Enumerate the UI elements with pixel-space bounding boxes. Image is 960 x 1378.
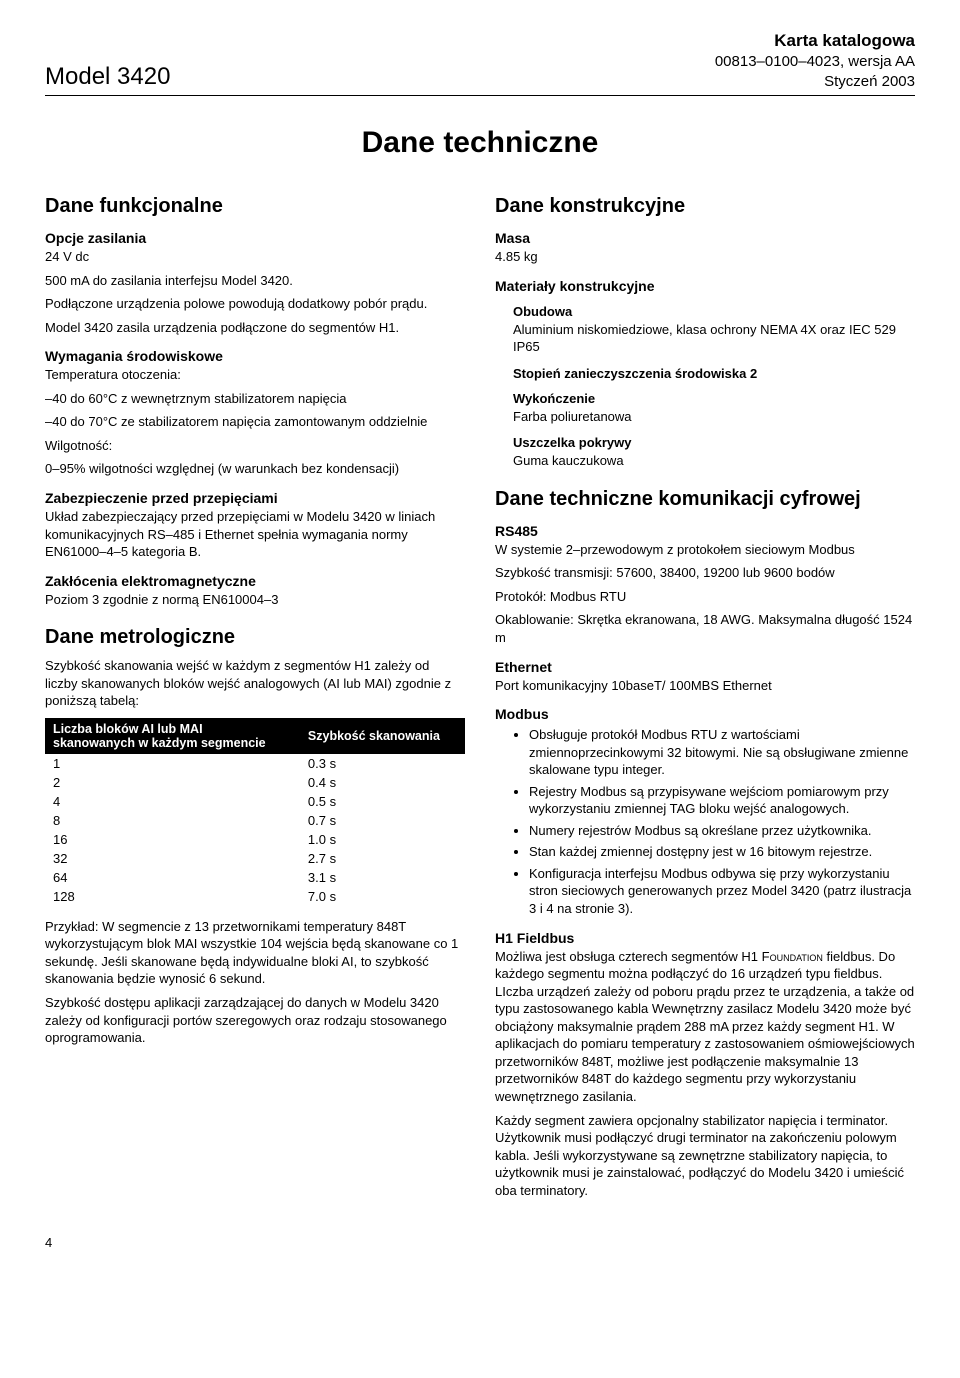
body-text: Port komunikacyjny 10baseT/ 100MBS Ether…: [495, 677, 915, 695]
list-item: Obsługuje protokół Modbus RTU z wartości…: [529, 726, 915, 779]
list-item: Stan każdej zmiennej dostępny jest w 16 …: [529, 843, 915, 861]
body-text: Wilgotność:: [45, 437, 465, 455]
table-row: 643.1 s: [45, 868, 465, 887]
page-header: Model 3420 Karta katalogowa 00813–0100–4…: [45, 30, 915, 96]
body-text: Przykład: W segmencie z 13 przetwornikam…: [45, 918, 465, 988]
model-label: Model 3420: [45, 63, 170, 91]
body-text: Aluminium niskomiedziowe, klasa ochrony …: [513, 321, 915, 356]
scan-rate-table: Liczba bloków AI lub MAI skanowanych w k…: [45, 718, 465, 906]
table-cell: 0.7 s: [300, 811, 465, 830]
page-number: 4: [45, 1235, 915, 1250]
body-text: 500 mA do zasilania interfejsu Model 342…: [45, 272, 465, 290]
text-span: Możliwa jest obsługa czterech segmentów …: [495, 949, 762, 964]
table-header: Liczba bloków AI lub MAI skanowanych w k…: [45, 718, 300, 754]
body-text: Protokół: Modbus RTU: [495, 588, 915, 606]
body-text: Szybkość skanowania wejść w każdym z seg…: [45, 657, 465, 710]
list-item: Numery rejestrów Modbus są określane prz…: [529, 822, 915, 840]
table-cell: 7.0 s: [300, 887, 465, 906]
table-row: 161.0 s: [45, 830, 465, 849]
bullet-list: Obsługuje protokół Modbus RTU z wartości…: [495, 726, 915, 917]
subsection-title: Opcje zasilania: [45, 230, 465, 246]
subsection-title: Zakłócenia elektromagnetyczne: [45, 573, 465, 589]
body-text: Szybkość dostępu aplikacji zarządzającej…: [45, 994, 465, 1047]
section-title: Dane metrologiczne: [45, 626, 465, 649]
body-text: Temperatura otoczenia:: [45, 366, 465, 384]
table-cell: 32: [45, 849, 300, 868]
table-cell: 64: [45, 868, 300, 887]
list-item: Konfiguracja interfejsu Modbus odbywa si…: [529, 865, 915, 918]
subsubsection-title: Uszczelka pokrywy: [513, 435, 915, 450]
text-span-smallcaps: Foundation: [762, 949, 823, 964]
catalog-title: Karta katalogowa: [715, 30, 915, 52]
doc-number: 00813–0100–4023, wersja AA: [715, 52, 915, 72]
body-text: Możliwa jest obsługa czterech segmentów …: [495, 948, 915, 1106]
table-row: 40.5 s: [45, 792, 465, 811]
table-cell: 4: [45, 792, 300, 811]
right-column: Dane konstrukcyjne Masa 4.85 kg Materiał…: [495, 195, 915, 1205]
subsubsection-title: Stopień zanieczyszczenia środowiska 2: [513, 366, 915, 381]
body-text: –40 do 70°C ze stabilizatorem napięcia z…: [45, 413, 465, 431]
table-cell: 3.1 s: [300, 868, 465, 887]
body-text: Podłączone urządzenia polowe powodują do…: [45, 295, 465, 313]
body-text: Farba poliuretanowa: [513, 408, 915, 426]
body-text: Okablowanie: Skrętka ekranowana, 18 AWG.…: [495, 611, 915, 646]
body-text: Model 3420 zasila urządzenia podłączone …: [45, 319, 465, 337]
subsection-title: Zabezpieczenie przed przepięciami: [45, 490, 465, 506]
body-text: 0–95% wilgotności względnej (w warunkach…: [45, 460, 465, 478]
text-span: fieldbus. Do każdego segmentu można podł…: [495, 949, 915, 1104]
table-cell: 2.7 s: [300, 849, 465, 868]
subsection-title: Materiały konstrukcyjne: [495, 278, 915, 294]
table-cell: 0.5 s: [300, 792, 465, 811]
left-column: Dane funkcjonalne Opcje zasilania 24 V d…: [45, 195, 465, 1205]
table-cell: 2: [45, 773, 300, 792]
subsubsection-title: Wykończenie: [513, 391, 915, 406]
table-row: 20.4 s: [45, 773, 465, 792]
section-title: Dane konstrukcyjne: [495, 195, 915, 218]
table-cell: 0.3 s: [300, 754, 465, 773]
table-cell: 128: [45, 887, 300, 906]
table-cell: 1.0 s: [300, 830, 465, 849]
subsection-title: Modbus: [495, 706, 915, 722]
table-row: 1287.0 s: [45, 887, 465, 906]
table-row: 322.7 s: [45, 849, 465, 868]
body-text: W systemie 2–przewodowym z protokołem si…: [495, 541, 915, 559]
subsubsection-title: Obudowa: [513, 304, 915, 319]
body-text: Poziom 3 zgodnie z normą EN610004–3: [45, 591, 465, 609]
body-text: Guma kauczukowa: [513, 452, 915, 470]
doc-info: Karta katalogowa 00813–0100–4023, wersja…: [715, 30, 915, 91]
body-text: Układ zabezpieczający przed przepięciami…: [45, 508, 465, 561]
list-item: Rejestry Modbus są przypisywane wejściom…: [529, 783, 915, 818]
body-text: 4.85 kg: [495, 248, 915, 266]
section-title: Dane funkcjonalne: [45, 195, 465, 218]
table-row: 10.3 s: [45, 754, 465, 773]
main-title: Dane techniczne: [45, 126, 915, 160]
table-cell: 16: [45, 830, 300, 849]
table-cell: 0.4 s: [300, 773, 465, 792]
subsection-title: Masa: [495, 230, 915, 246]
subsection-title: Wymagania środowiskowe: [45, 348, 465, 364]
table-cell: 8: [45, 811, 300, 830]
section-title: Dane techniczne komunikacji cyfrowej: [495, 488, 915, 511]
doc-date: Styczeń 2003: [715, 72, 915, 92]
table-header-line: Liczba bloków AI lub MAI: [53, 722, 203, 736]
table-row: 80.7 s: [45, 811, 465, 830]
body-text: Szybkość transmisji: 57600, 38400, 19200…: [495, 564, 915, 582]
subsection-title: Ethernet: [495, 659, 915, 675]
body-text: –40 do 60°C z wewnętrznym stabilizatorem…: [45, 390, 465, 408]
subsection-title: RS485: [495, 523, 915, 539]
table-cell: 1: [45, 754, 300, 773]
subsection-title: H1 Fieldbus: [495, 930, 915, 946]
body-text: 24 V dc: [45, 248, 465, 266]
table-header: Szybkość skanowania: [300, 718, 465, 754]
body-text: Każdy segment zawiera opcjonalny stabili…: [495, 1112, 915, 1200]
table-header-line: skanowanych w każdym segmencie: [53, 736, 266, 750]
